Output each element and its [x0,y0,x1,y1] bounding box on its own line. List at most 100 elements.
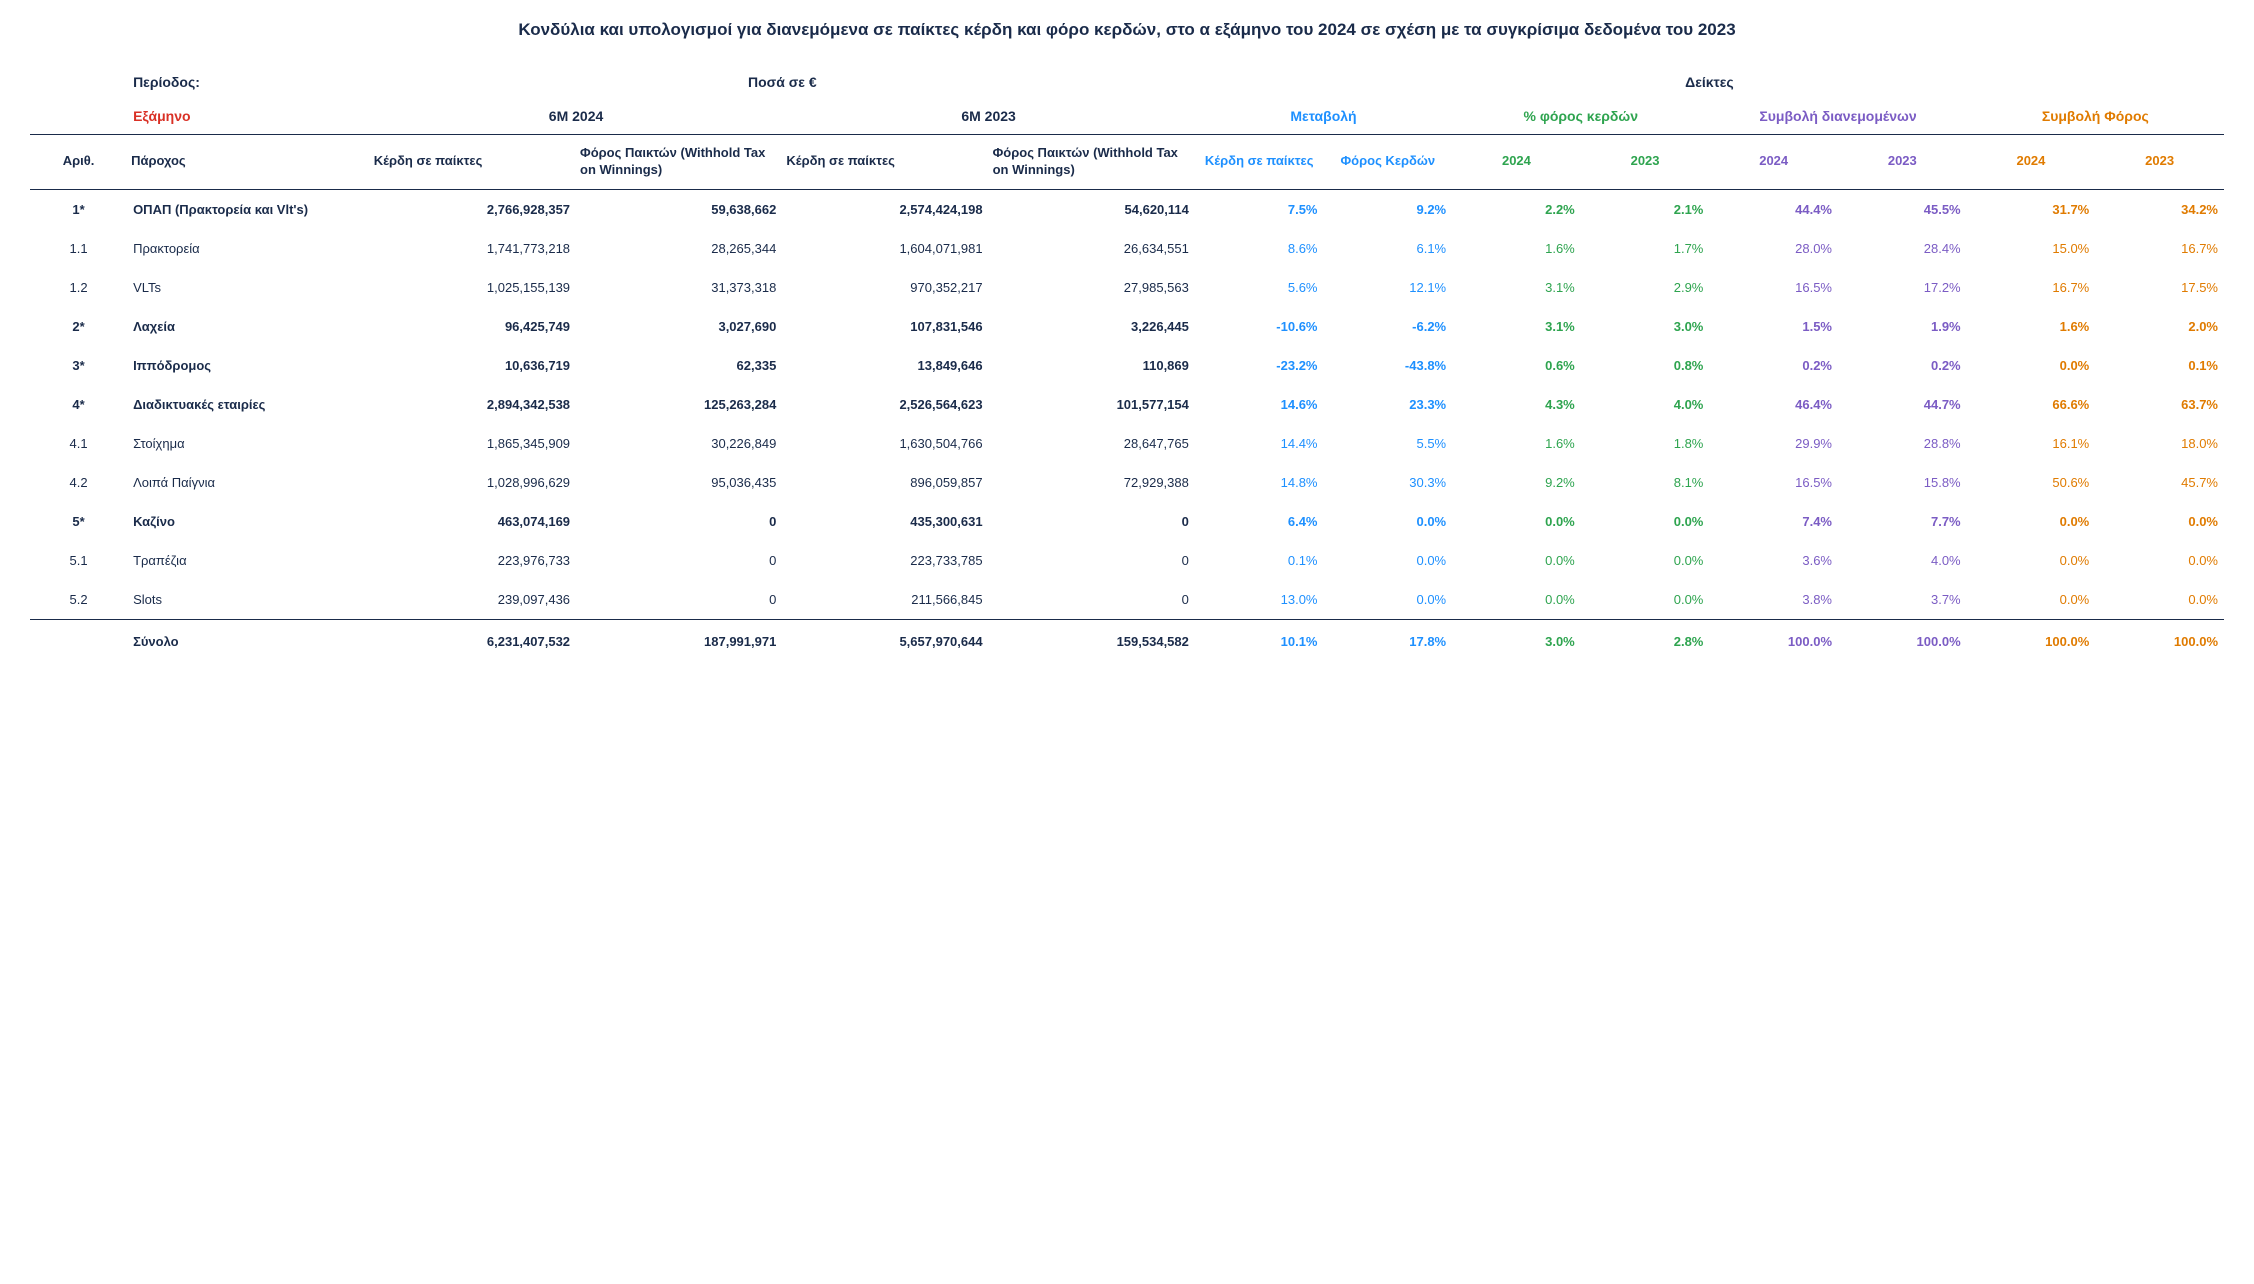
cell: 3.8% [1709,580,1838,620]
cell: 1.6% [1452,424,1581,463]
cell: 1,025,155,139 [370,268,576,307]
cell: 15.0% [1967,229,2096,268]
cell: 28,265,344 [576,229,782,268]
cell: 125,263,284 [576,385,782,424]
cell [30,619,127,661]
hdr-contrib-t: Συμβολή Φόρος [1967,100,2224,135]
cell: 9.2% [1452,463,1581,502]
cell: 0.8% [1581,346,1710,385]
cell: 23.3% [1324,385,1453,424]
table-row: 4*Διαδικτυακές εταιρίες2,894,342,538125,… [30,385,2224,424]
cell: 63.7% [2095,385,2224,424]
cell: 16.5% [1709,268,1838,307]
cell: -10.6% [1195,307,1324,346]
table-row: 2*Λαχεία96,425,7493,027,690107,831,5463,… [30,307,2224,346]
hdr-f23: 2023 [2095,135,2224,190]
cell: 17.5% [2095,268,2224,307]
cell: 4.2 [30,463,127,502]
cell: 3* [30,346,127,385]
cell: 5* [30,502,127,541]
table-row: 4.1Στοίχημα1,865,345,90930,226,8491,630,… [30,424,2224,463]
cell: 0.0% [1452,541,1581,580]
hdr-6m2024: 6M 2024 [370,100,783,135]
cell: Διαδικτυακές εταιρίες [127,385,370,424]
cell: 28.8% [1838,424,1967,463]
cell: 9.2% [1324,189,1453,229]
cell: 2.2% [1452,189,1581,229]
cell: 28.4% [1838,229,1967,268]
cell: 29.9% [1709,424,1838,463]
cell: 0.0% [1581,541,1710,580]
cell: 3.0% [1581,307,1710,346]
cell: 13.0% [1195,580,1324,620]
cell: 66.6% [1967,385,2096,424]
cell: 54,620,114 [989,189,1195,229]
cell: 45.7% [2095,463,2224,502]
cell: 110,869 [989,346,1195,385]
cell: 5.2 [30,580,127,620]
cell: 7.7% [1838,502,1967,541]
cell: -6.2% [1324,307,1453,346]
cell: 100.0% [2095,619,2224,661]
cell: 0.0% [1452,580,1581,620]
cell: 0.0% [2095,502,2224,541]
cell: 72,929,388 [989,463,1195,502]
cell: 16.5% [1709,463,1838,502]
table-row: 1.1Πρακτορεία1,741,773,21828,265,3441,60… [30,229,2224,268]
cell: 16.7% [1967,268,2096,307]
cell: 3,226,445 [989,307,1195,346]
table-head: Περίοδος: Ποσά σε € Δείκτες Εξάμηνο 6M 2… [30,70,2224,189]
hdr-win24: Κέρδη σε παίκτες [370,135,576,190]
cell: 45.5% [1838,189,1967,229]
hdr-win23: Κέρδη σε παίκτες [782,135,988,190]
cell: 1.9% [1838,307,1967,346]
cell: -43.8% [1324,346,1453,385]
cell: 0 [989,580,1195,620]
cell: 44.7% [1838,385,1967,424]
cell: 59,638,662 [576,189,782,229]
cell: 0.0% [1324,502,1453,541]
cell: 3.0% [1452,619,1581,661]
cell: 30.3% [1324,463,1453,502]
cell: 0.0% [1324,541,1453,580]
cell: 0.6% [1452,346,1581,385]
hdr-p23: 2023 [1581,135,1710,190]
cell: 0.0% [1581,580,1710,620]
cell: 896,059,857 [782,463,988,502]
cell: Καζίνο [127,502,370,541]
cell: Ιππόδρομος [127,346,370,385]
cell: 10.1% [1195,619,1324,661]
cell: 1* [30,189,127,229]
cell: Πρακτορεία [127,229,370,268]
cell: 31.7% [1967,189,2096,229]
hdr-change: Μεταβολή [1195,100,1452,135]
hdr-d23: 2023 [1838,135,1967,190]
cell: 100.0% [1709,619,1838,661]
cell: 14.6% [1195,385,1324,424]
cell: 4.0% [1838,541,1967,580]
cell: 3.1% [1452,307,1581,346]
cell: 26,634,551 [989,229,1195,268]
cell: 28.0% [1709,229,1838,268]
cell: 1.1 [30,229,127,268]
cell: 4.0% [1581,385,1710,424]
cell: 10,636,719 [370,346,576,385]
cell: 0.0% [1581,502,1710,541]
cell: Λαχεία [127,307,370,346]
cell: 18.0% [2095,424,2224,463]
cell: 96,425,749 [370,307,576,346]
cell: 463,074,169 [370,502,576,541]
cell: 0.0% [2095,541,2224,580]
cell: 1,630,504,766 [782,424,988,463]
data-table: Περίοδος: Ποσά σε € Δείκτες Εξάμηνο 6M 2… [30,70,2224,661]
page-title: Κονδύλια και υπολογισμοί για διανεμόμενα… [30,20,2224,40]
hdr-amounts: Ποσά σε € [370,70,1195,100]
cell: 8.6% [1195,229,1324,268]
cell: 223,976,733 [370,541,576,580]
cell: 1.6% [1452,229,1581,268]
table-row: 1*ΟΠΑΠ (Πρακτορεία και Vlt's)2,766,928,3… [30,189,2224,229]
cell: 2,894,342,538 [370,385,576,424]
hdr-indices: Δείκτες [1195,70,2224,100]
hdr-semester: Εξάμηνο [127,100,370,135]
cell: 1.5% [1709,307,1838,346]
